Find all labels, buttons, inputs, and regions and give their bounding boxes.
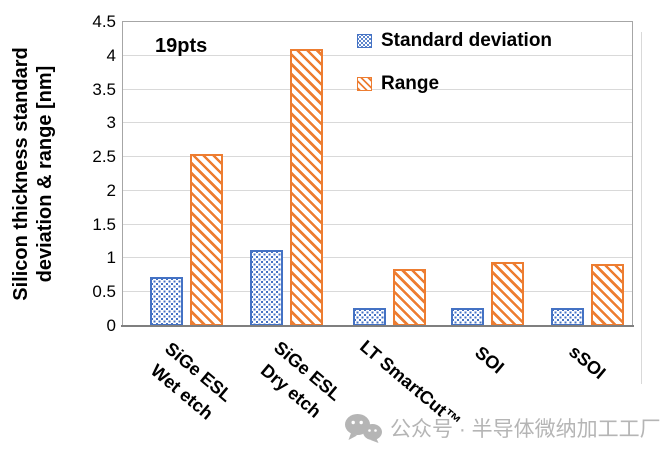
legend-swatch-dots-icon	[357, 34, 372, 48]
gridline	[123, 156, 632, 158]
gridline	[123, 122, 632, 124]
x-axis-line	[121, 325, 634, 327]
y-tick-label: 2	[106, 180, 116, 200]
gridline	[123, 189, 632, 191]
bar-standard-deviation-4	[550, 307, 584, 326]
x-label-3: SOI	[471, 342, 508, 378]
y-tick-label: 1.5	[92, 214, 116, 234]
bar-range-3	[490, 261, 524, 326]
bar-standard-deviation-0	[149, 277, 183, 326]
legend-label: Standard deviation	[381, 30, 553, 51]
gridline	[123, 88, 632, 90]
gridline	[123, 257, 632, 259]
bar-standard-deviation-2	[353, 307, 387, 326]
gridline	[123, 54, 632, 56]
gridline	[123, 223, 632, 225]
chart-area-edge	[641, 32, 642, 384]
bar-range-0	[189, 153, 223, 326]
y-tick-label: 2.5	[92, 147, 116, 167]
legend-swatch-stripes-icon	[357, 77, 372, 91]
y-tick-label: 4	[106, 45, 116, 65]
y-tick-label: 0.5	[92, 282, 116, 302]
x-label-0: SiGe ESL Wet etch	[146, 338, 237, 424]
legend: Standard deviation Range	[357, 30, 553, 117]
legend-label: Range	[381, 73, 440, 94]
bar-standard-deviation-3	[450, 307, 484, 326]
y-axis-tick-labels: 0 0.5 1 1.5 2 2.5 3 3.5 4 4.5	[0, 12, 116, 335]
wechat-icon	[345, 414, 382, 443]
y-tick-label: 1	[106, 248, 116, 268]
gridline	[123, 291, 632, 293]
plot-area: 19pts Standard deviation Range	[121, 21, 634, 327]
y-tick-label: 4.5	[92, 12, 116, 31]
y-tick-label: 0	[106, 316, 116, 335]
watermark: 公众号 · 半导体微纳加工工厂	[344, 413, 661, 443]
annotation-19pts: 19pts	[155, 35, 208, 57]
legend-item: Standard deviation	[357, 30, 553, 51]
bar-range-4	[590, 263, 624, 326]
y-tick-label: 3	[106, 113, 116, 133]
x-label-1: SiGe ESL Dry etch	[256, 337, 346, 422]
x-label-4: sSOI	[565, 341, 610, 383]
bar-standard-deviation-1	[250, 249, 284, 326]
watermark-text: 公众号 · 半导体微纳加工工厂	[390, 418, 661, 441]
bar-range-2	[393, 268, 427, 326]
y-tick-label: 3.5	[92, 79, 116, 99]
bar-range-1	[290, 49, 324, 326]
legend-item: Range	[357, 73, 552, 94]
